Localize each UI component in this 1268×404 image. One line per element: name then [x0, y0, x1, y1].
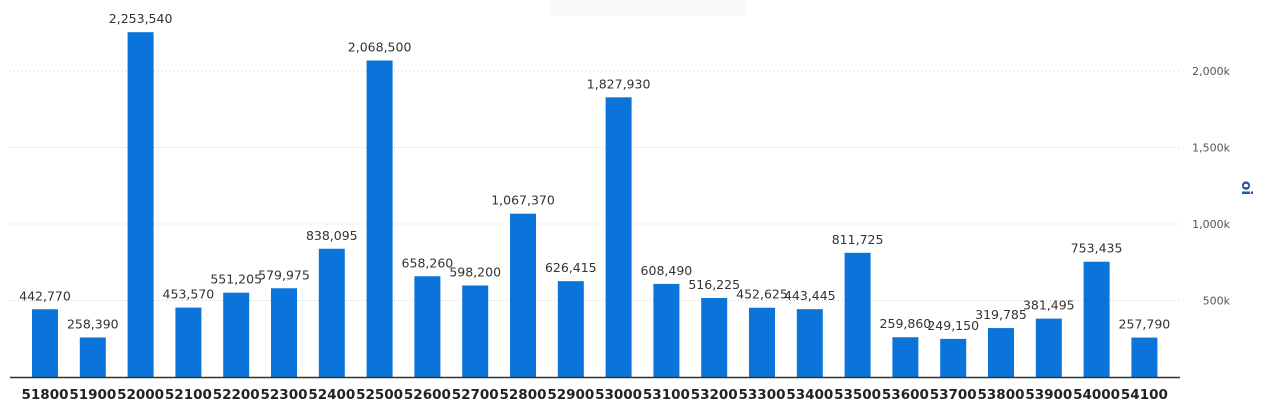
x-tick-label: 52600 [404, 387, 451, 403]
bar-value-label: 258,390 [67, 316, 119, 331]
bar[interactable] [796, 309, 823, 377]
x-tick-label: 53200 [691, 387, 738, 403]
bar[interactable] [318, 248, 345, 377]
y-tick-label: 500k [1203, 295, 1231, 308]
bar-value-label: 2,253,540 [109, 11, 173, 26]
y-tick-label: , [1227, 0, 1231, 2]
x-tick-label: 52500 [356, 387, 403, 403]
bar-value-label: 626,415 [545, 260, 597, 275]
y-axis-ticks: 500k 1,000k 1,500k 2,000k, [1192, 0, 1230, 308]
x-tick-label: 52200 [213, 387, 260, 403]
bar-value-label: 579,975 [258, 267, 310, 282]
x-tick-label: 53900 [1025, 387, 1072, 403]
x-tick-label: 52800 [500, 387, 547, 403]
x-tick-label: 51800 [22, 387, 69, 403]
bar-value-label: 381,495 [1023, 298, 1075, 313]
x-tick-label: 52300 [261, 387, 308, 403]
x-tick-label: 53600 [882, 387, 929, 403]
bar[interactable] [557, 281, 584, 377]
bar[interactable] [749, 307, 775, 377]
x-tick-label: 53500 [834, 387, 881, 403]
x-tick-label: 54000 [1073, 387, 1120, 403]
bar[interactable] [844, 252, 871, 377]
bar[interactable] [510, 213, 536, 377]
bar-value-label: 443,445 [784, 288, 836, 303]
bar[interactable] [223, 292, 250, 377]
bar[interactable] [127, 32, 154, 378]
bar[interactable] [701, 298, 728, 377]
bar-value-label: 452,625 [736, 287, 788, 302]
x-axis-ticks: 51800 51900 52000 52100 52200 52300 52400 52500… [22, 387, 1168, 403]
bar[interactable] [271, 288, 297, 377]
bar-value-label: 598,200 [449, 264, 501, 279]
bar-value-label: 257,790 [1119, 317, 1171, 332]
bar[interactable] [462, 285, 489, 377]
bar[interactable] [1035, 318, 1062, 377]
bar-value-label: 319,785 [975, 307, 1027, 322]
bar-value-label: 551,205 [210, 272, 262, 287]
x-tick-label: 53400 [786, 387, 833, 403]
bar-value-label: 2,068,500 [348, 40, 412, 55]
gridlines [10, 70, 1180, 301]
bar[interactable] [414, 276, 441, 377]
bar-value-label: 249,150 [927, 318, 979, 333]
x-tick-label: 52400 [308, 387, 355, 403]
bar-value-label: 753,435 [1071, 241, 1123, 256]
top-tab-blank [549, 0, 745, 16]
x-tick-label: 53100 [643, 387, 690, 403]
x-tick-label: 52000 [117, 387, 164, 403]
bars [32, 32, 1158, 378]
bar[interactable] [366, 60, 393, 377]
bar[interactable] [653, 283, 680, 377]
bar-value-label: 442,770 [19, 288, 71, 303]
x-tick-label: 54100 [1121, 387, 1168, 403]
bar-value-label: 658,260 [402, 255, 454, 270]
x-tick-label: 53000 [595, 387, 642, 403]
bar-value-label: 608,490 [641, 263, 693, 278]
bar-value-label: 1,827,930 [587, 76, 651, 91]
bar[interactable] [988, 328, 1014, 377]
bar-value-label: 838,095 [306, 228, 358, 243]
bar-value-label: 516,225 [688, 277, 740, 292]
bar-value-label: 259,860 [880, 316, 932, 331]
bar[interactable] [892, 337, 919, 377]
y-tick-label: 1,000k [1192, 218, 1230, 231]
bar-value-label: 453,570 [163, 287, 215, 302]
y-tick-label: 1,500k [1192, 142, 1230, 155]
bar-value-label: 1,067,370 [491, 193, 555, 208]
y-axis-title: oi [1238, 181, 1254, 195]
bar[interactable] [1131, 337, 1158, 377]
bar[interactable] [605, 97, 632, 377]
bar[interactable] [940, 338, 967, 377]
x-tick-label: 53700 [930, 387, 977, 403]
bar[interactable] [79, 337, 106, 377]
x-tick-label: 51900 [69, 387, 116, 403]
x-tick-label: 52900 [547, 387, 594, 403]
bar[interactable] [32, 309, 58, 377]
x-tick-label: 52100 [165, 387, 212, 403]
data-labels: 442,770 258,390 2,253,540 453,570551,205579… [19, 11, 1170, 333]
x-tick-label: 52700 [452, 387, 499, 403]
y-tick-label: 2,000k [1192, 65, 1230, 78]
bar[interactable] [175, 307, 202, 377]
bar-value-label: 811,725 [832, 232, 884, 247]
bar[interactable] [1083, 261, 1110, 377]
x-tick-label: 53800 [978, 387, 1025, 403]
x-tick-label: 53300 [739, 387, 786, 403]
